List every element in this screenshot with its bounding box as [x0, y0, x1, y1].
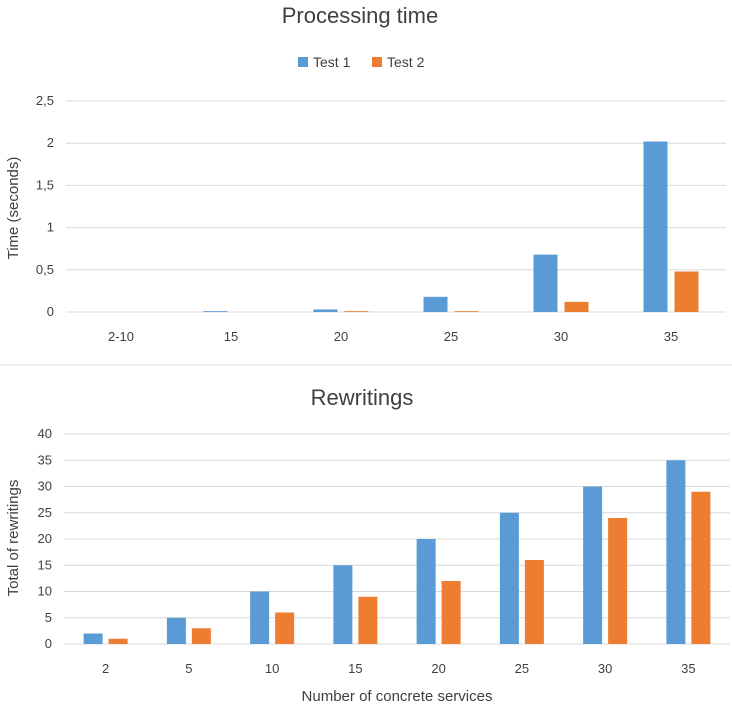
y-axis-title: Total of rewritings	[5, 480, 22, 597]
legend-swatch-test-2	[372, 57, 382, 67]
y-axis-title: Time (seconds)	[5, 157, 22, 260]
y-tick-label: 1,5	[36, 177, 54, 192]
bar-test-1	[203, 311, 228, 312]
bars	[203, 141, 699, 312]
bar-test-1	[583, 486, 603, 644]
y-tick-label: 1	[47, 220, 54, 235]
y-tick-label: 25	[38, 505, 52, 520]
bar-test-2	[524, 560, 544, 644]
x-tick-label: 15	[348, 661, 362, 676]
x-tick-label: 2	[102, 661, 109, 676]
gridlines	[66, 100, 726, 313]
bar-test-1	[250, 591, 270, 644]
bar-test-2	[344, 311, 369, 312]
bar-test-2	[275, 612, 295, 644]
x-tick-label: 35	[681, 661, 695, 676]
y-tick-label: 30	[38, 479, 52, 494]
bar-test-2	[691, 491, 711, 644]
y-tick-label: 15	[38, 557, 52, 572]
x-tick-label: 25	[444, 329, 458, 344]
bar-test-2	[191, 628, 211, 644]
x-axis-title: Number of concrete services	[302, 688, 493, 705]
bars	[83, 460, 711, 644]
processing-time-chart: Processing time Test 1 Test 2 Time (seco…	[5, 3, 726, 344]
bar-test-2	[608, 518, 628, 644]
y-tick-label: 20	[38, 531, 52, 546]
chart-title: Processing time	[282, 3, 439, 28]
x-tick-label: 30	[554, 329, 568, 344]
x-tick-label: 15	[224, 329, 238, 344]
bar-test-1	[166, 617, 186, 644]
y-tick-label: 2	[47, 135, 54, 150]
gridlines	[64, 433, 730, 645]
legend-label-test-1: Test 1	[313, 54, 351, 70]
x-tick-labels: 2 5 10 15 20 25 30 35	[102, 661, 696, 676]
legend-swatch-test-1	[298, 57, 308, 67]
x-tick-label: 35	[664, 329, 678, 344]
chart-title: Rewritings	[311, 385, 414, 410]
y-tick-label: 0,5	[36, 262, 54, 277]
y-tick-label: 35	[38, 452, 52, 467]
bar-test-1	[643, 141, 668, 312]
x-tick-label: 25	[515, 661, 529, 676]
y-tick-labels: 0 5 10 15 20 25 30 35 40	[38, 426, 52, 651]
legend-label-test-2: Test 2	[387, 54, 425, 70]
y-tick-label: 2,5	[36, 93, 54, 108]
x-tick-label: 2-10	[108, 329, 134, 344]
bar-test-1	[666, 460, 686, 644]
x-tick-label: 20	[431, 661, 445, 676]
y-tick-label: 10	[38, 584, 52, 599]
bar-test-2	[441, 581, 461, 644]
bar-test-1	[83, 633, 103, 644]
y-tick-labels: 0 0,5 1 1,5 2 2,5	[36, 93, 54, 319]
bar-test-1	[313, 309, 338, 312]
bar-test-2	[108, 638, 128, 644]
y-tick-label: 40	[38, 426, 52, 441]
rewritings-chart: Rewritings Total of rewritings 0 5 10 15 20 2…	[5, 385, 730, 705]
y-tick-label: 0	[45, 636, 52, 651]
bar-test-2	[674, 271, 699, 312]
x-tick-label: 5	[185, 661, 192, 676]
y-tick-label: 5	[45, 610, 52, 625]
bar-test-2	[454, 311, 479, 312]
x-tick-label: 20	[334, 329, 348, 344]
bar-test-1	[499, 512, 519, 644]
bar-test-2	[358, 596, 378, 644]
x-tick-label: 10	[265, 661, 279, 676]
x-tick-labels: 2-10 15 20 25 30 35	[108, 329, 678, 344]
legend: Test 1 Test 2	[298, 54, 425, 70]
x-tick-label: 30	[598, 661, 612, 676]
bar-test-1	[333, 565, 353, 644]
bar-test-1	[533, 254, 558, 312]
bar-test-1	[423, 296, 448, 312]
bar-test-1	[416, 539, 436, 644]
bar-test-2	[564, 301, 589, 312]
y-tick-label: 0	[47, 304, 54, 319]
